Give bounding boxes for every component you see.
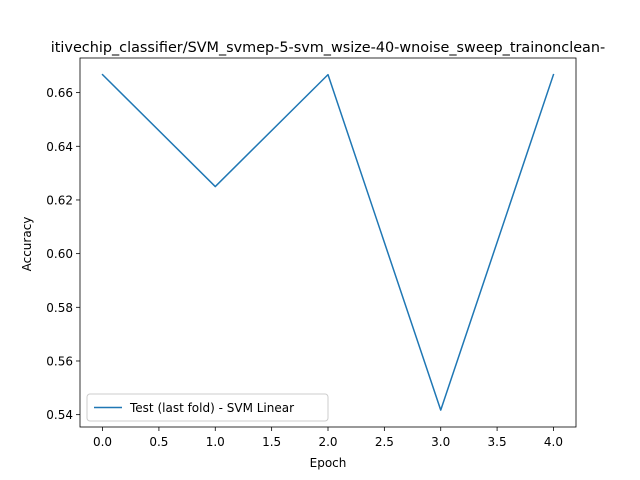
y-tick-label: 0.62 — [46, 193, 73, 207]
plot-area: 0.0 0.5 1.0 1.5 2.0 2.5 3.0 3.5 4.0 0.54 0.56 0.58 0… — [46, 57, 577, 449]
y-tick-label: 0.54 — [46, 408, 73, 422]
x-tick-label: 0.5 — [149, 435, 168, 449]
y-tick-label: 0.60 — [46, 247, 73, 261]
x-tick-label: 1.0 — [206, 435, 225, 449]
y-tick-label: 0.64 — [46, 140, 73, 154]
x-tick-label: 3.5 — [488, 435, 507, 449]
legend-box — [86, 393, 329, 422]
legend: Test (last fold) - SVM Linear — [86, 393, 329, 422]
legend-label: Test (last fold) - SVM Linear — [129, 401, 294, 415]
x-tick-label: 1.5 — [262, 435, 281, 449]
x-tick-label: 0.0 — [93, 435, 112, 449]
series-line — [101, 73, 555, 411]
y-tick-label: 0.66 — [46, 86, 73, 100]
y-tick-label: 0.56 — [46, 354, 73, 368]
x-tick-label: 2.5 — [375, 435, 394, 449]
chart-title: itivechip_classifier/SVM_svmep-5-svm_wsi… — [51, 40, 605, 56]
y-axis-title: Accuracy — [20, 217, 34, 272]
x-tick-label: 3.0 — [431, 435, 450, 449]
y-tick-label: 0.58 — [46, 301, 73, 315]
x-axis-title: Epoch — [310, 456, 347, 470]
x-tick-label: 4.0 — [544, 435, 563, 449]
x-tick-label: 2.0 — [318, 435, 337, 449]
